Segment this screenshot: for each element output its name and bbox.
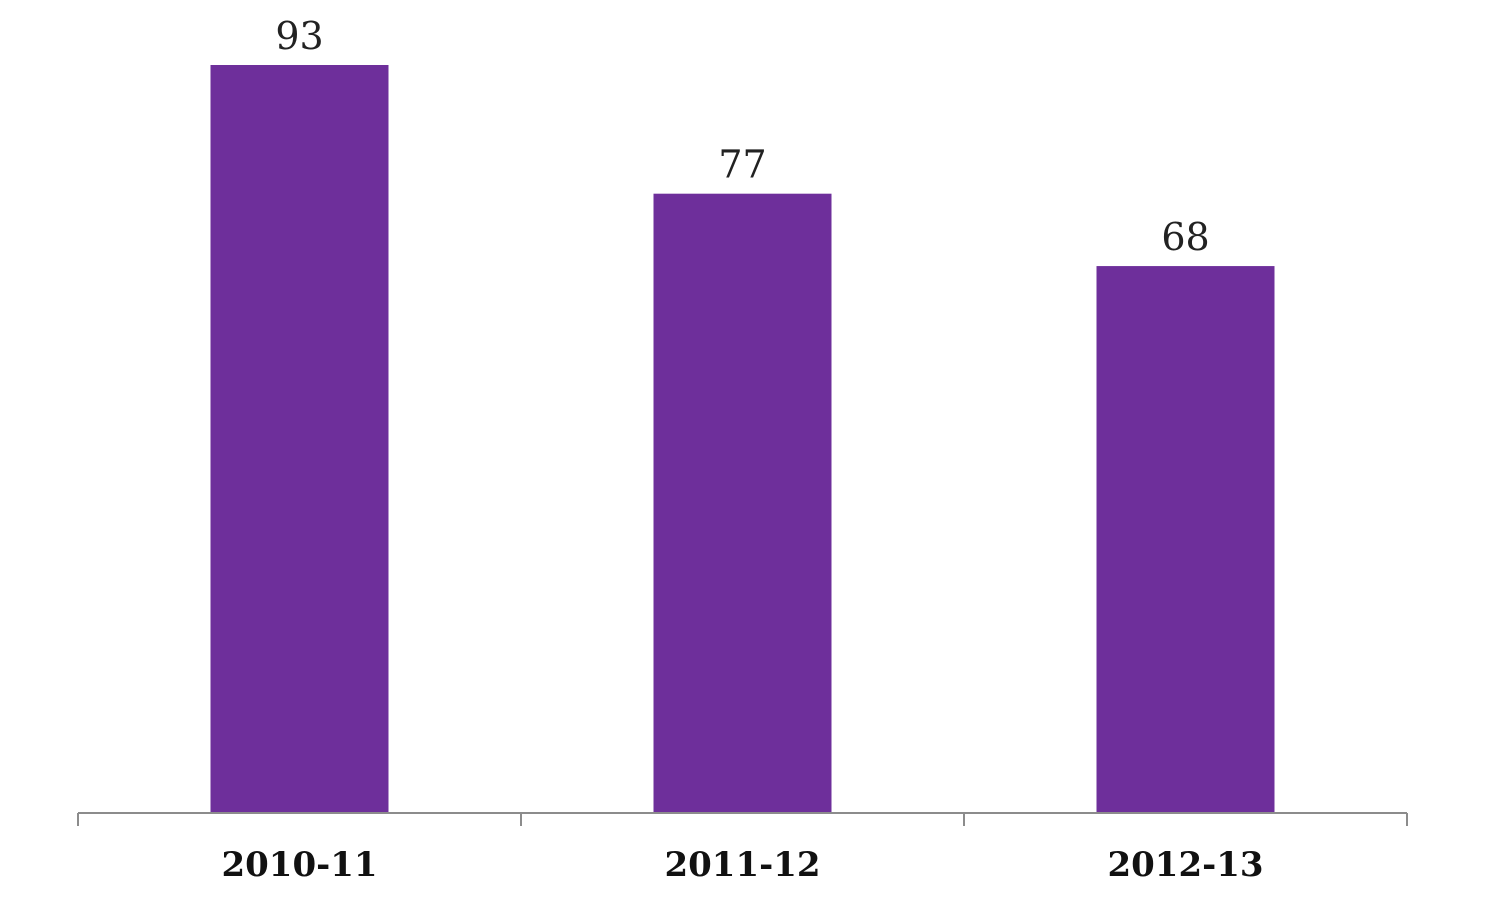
data-labels-group: 93 77 68 [275, 14, 1209, 259]
bars-group [210, 65, 1275, 813]
data-label-2012-13: 68 [1161, 215, 1209, 259]
x-tick-label-2012-13: 2012-13 [1107, 845, 1263, 885]
x-axis-tick-labels-group: 2010-11 2011-12 2012-13 [221, 845, 1263, 885]
bar-2010-11 [210, 65, 389, 813]
bar-2012-13 [1096, 266, 1275, 813]
x-tick-label-2011-12: 2011-12 [664, 845, 820, 885]
bar-2011-12 [653, 193, 832, 813]
data-label-2010-11: 93 [275, 14, 323, 58]
x-tick-label-2010-11: 2010-11 [221, 845, 377, 885]
x-axis-ticks-group [77, 813, 1408, 826]
data-label-2011-12: 77 [718, 143, 766, 187]
